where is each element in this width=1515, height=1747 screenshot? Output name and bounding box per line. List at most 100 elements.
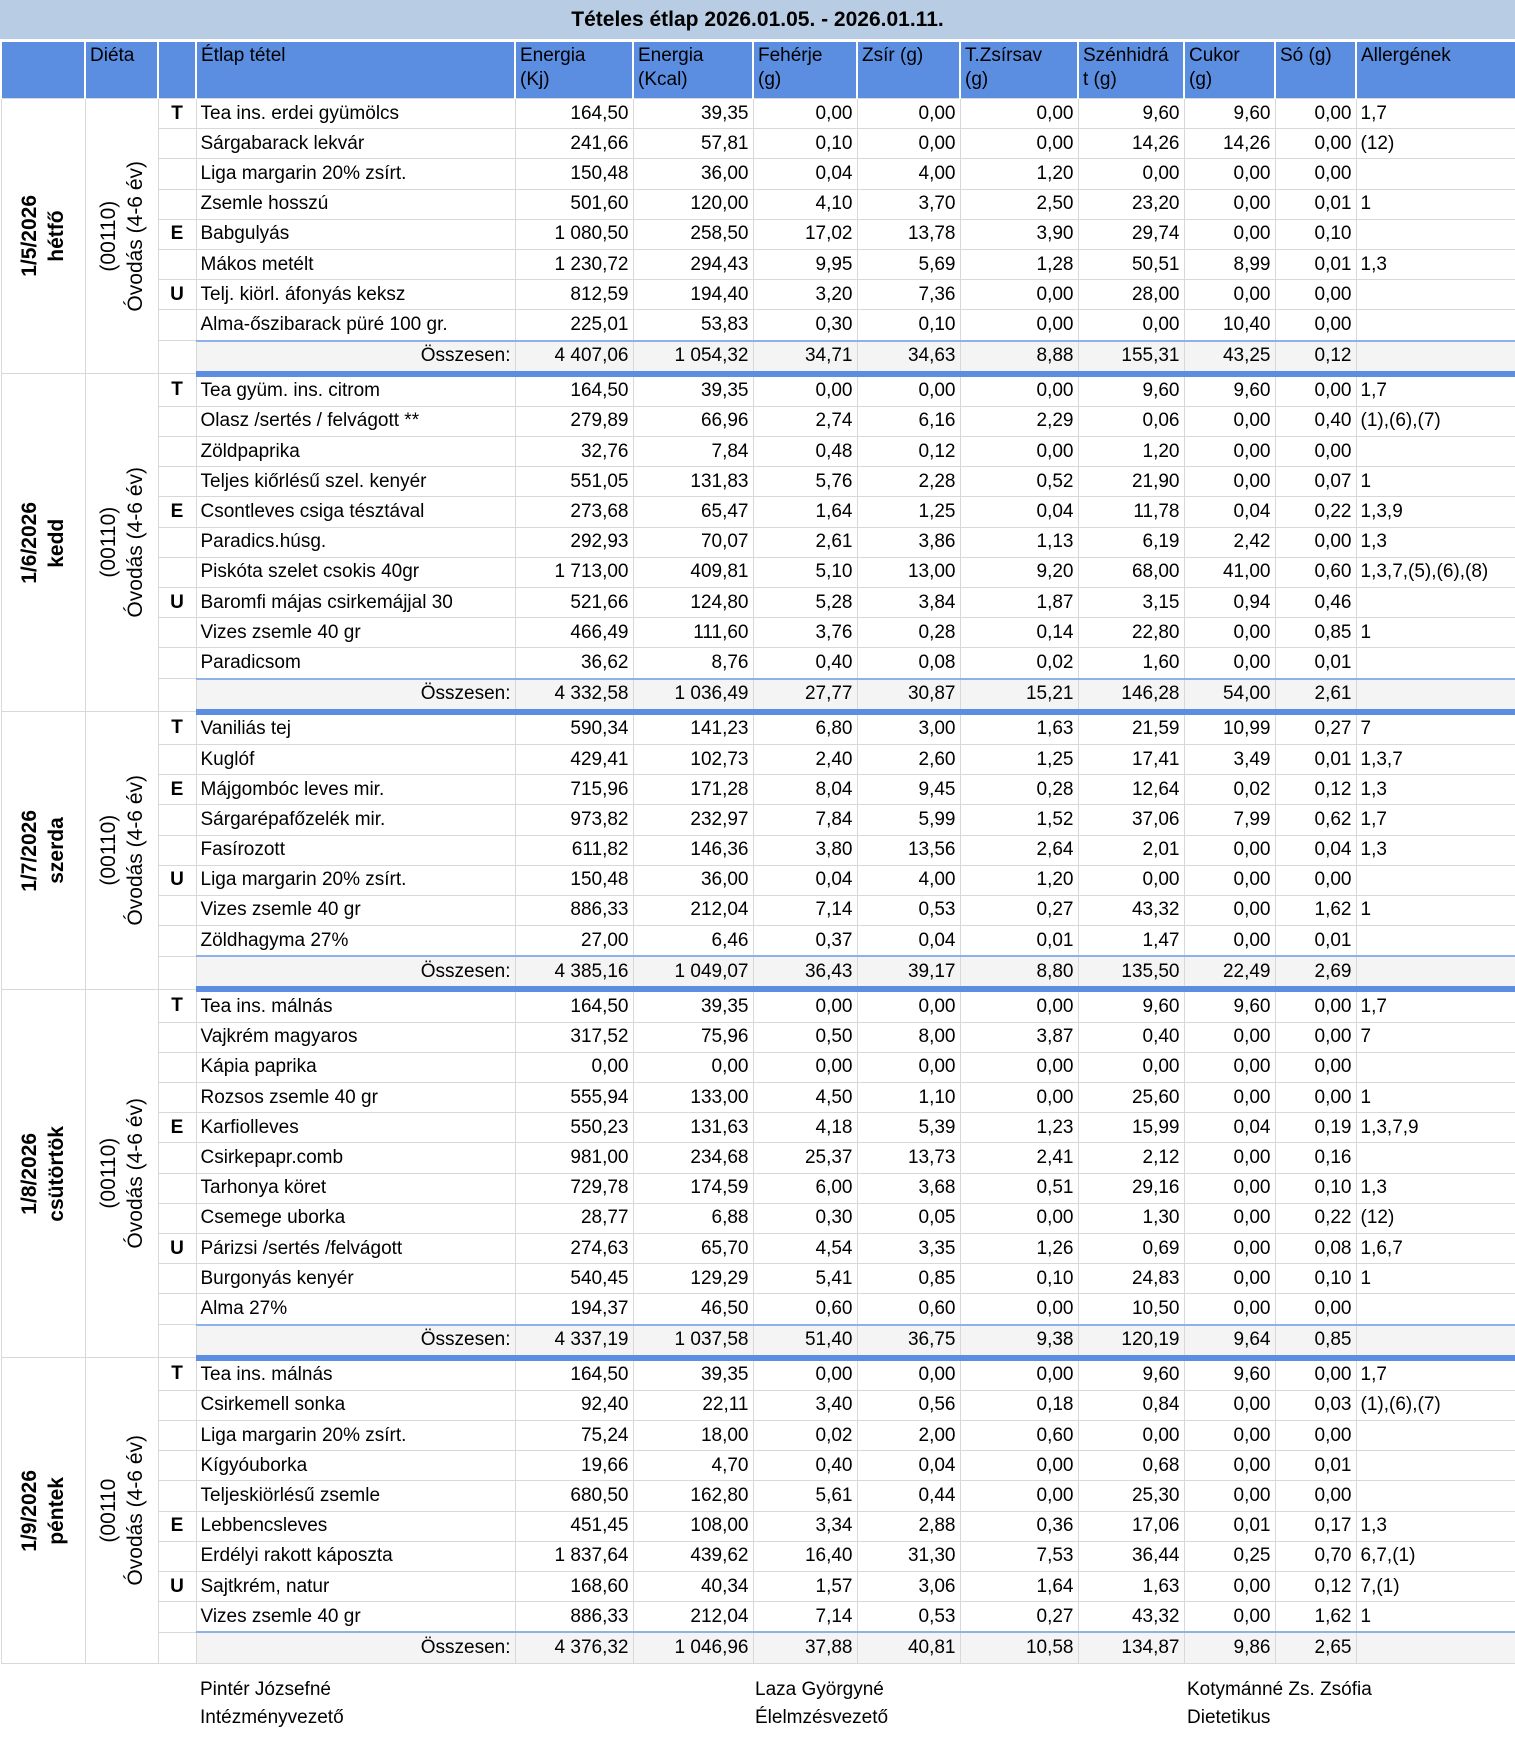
dish-name: Tea ins. málnás bbox=[195, 1354, 516, 1391]
nutrient-value: 5,69 bbox=[856, 248, 961, 281]
item-row: Csirkemell sonka 92,40 22,11 3,40 0,56 0,18 0,… bbox=[1, 1389, 1515, 1422]
nutrient-value: 0,10 bbox=[1274, 218, 1357, 250]
nutrient-value: 36,00 bbox=[632, 158, 754, 190]
allergens: 1 bbox=[1355, 617, 1515, 649]
nutrient-value: 27,00 bbox=[514, 925, 634, 957]
nutrient-value: 150,48 bbox=[514, 864, 634, 896]
nutrient-value: 9,60 bbox=[1183, 986, 1276, 1023]
meal-code bbox=[157, 466, 196, 498]
nutrient-value: 0,00 bbox=[752, 97, 858, 130]
nutrient-value: 4,70 bbox=[632, 1450, 754, 1482]
item-row: E Lebbencsleves 451,45 108,00 3,34 2,88 0,36 17… bbox=[1, 1510, 1515, 1542]
nutrient-value: 7,53 bbox=[959, 1540, 1079, 1573]
nutrient-value: 0,00 bbox=[1274, 158, 1357, 190]
nutrient-value: 0,40 bbox=[1274, 405, 1357, 438]
item-row: 1/6/2026 kedd (00110) Óvodás (4-6 év) T Tea g… bbox=[0, 370, 1515, 713]
dish-name: Zöldhagyma 27% bbox=[195, 925, 516, 957]
nutrient-value: 0,01 bbox=[1274, 925, 1357, 957]
total-value: 30,87 bbox=[856, 677, 961, 713]
total-row: Összesen: 4 376,32 1 046,96 37,88 40,81 10,58… bbox=[1, 1631, 1515, 1664]
nutrient-value: 611,82 bbox=[514, 834, 634, 866]
diet-text: Óvodás (4-6 év) bbox=[123, 1098, 147, 1249]
nutrient-value: 36,00 bbox=[632, 864, 754, 896]
nutrient-value: 0,04 bbox=[1183, 1112, 1276, 1144]
nutrient-value: 36,44 bbox=[1077, 1540, 1185, 1573]
header-cell: Fehérje (g) bbox=[752, 42, 857, 99]
nutrient-value: 9,95 bbox=[752, 248, 858, 281]
header-cell: Energia (Kj) bbox=[514, 42, 633, 99]
dish-name: Kígyóuborka bbox=[195, 1450, 516, 1482]
diet-text: (00110) bbox=[96, 200, 120, 272]
total-value: 4 332,58 bbox=[514, 677, 634, 713]
nutrient-value: 6,00 bbox=[752, 1172, 858, 1204]
allergens: (12) bbox=[1355, 1202, 1515, 1234]
nutrient-value: 102,73 bbox=[632, 743, 754, 776]
meal-code: T bbox=[157, 1357, 196, 1391]
nutrient-value: 0,85 bbox=[856, 1263, 961, 1295]
day-date: 1/6/2026 bbox=[18, 501, 41, 584]
nutrient-value: 294,43 bbox=[632, 248, 754, 281]
nutrient-value: 0,00 bbox=[959, 1450, 1079, 1482]
item-row: U Liga margarin 20% zsírt. 150,48 36,00 0,04… bbox=[1, 864, 1515, 896]
nutrient-value: 0,00 bbox=[1274, 1051, 1357, 1084]
nutrient-value: 0,00 bbox=[752, 1051, 858, 1084]
nutrient-value: 3,40 bbox=[752, 1389, 858, 1422]
nutrient-value: 2,61 bbox=[752, 526, 858, 558]
nutrient-value: 0,00 bbox=[1183, 1051, 1276, 1084]
nutrient-value: 4,50 bbox=[752, 1081, 858, 1114]
day-date: 1/8/2026 bbox=[18, 1132, 41, 1215]
nutrient-value: 0,00 bbox=[959, 986, 1079, 1023]
dish-name: Teljes kiőrlésű szel. kenyér bbox=[195, 466, 516, 498]
nutrient-value: 3,84 bbox=[856, 586, 961, 619]
nutrient-value: 1,64 bbox=[752, 496, 858, 528]
nutrient-value: 9,60 bbox=[1183, 1354, 1276, 1391]
nutrient-value: 0,00 bbox=[1077, 864, 1185, 896]
nutrient-value: 1,25 bbox=[856, 496, 961, 528]
header-cell bbox=[0, 42, 85, 99]
nutrient-value: 50,51 bbox=[1077, 248, 1185, 281]
nutrient-value: 0,12 bbox=[856, 436, 961, 468]
nutrient-value: 13,56 bbox=[856, 834, 961, 866]
nutrient-value: 551,05 bbox=[514, 466, 634, 498]
nutrient-value: 0,94 bbox=[1183, 586, 1276, 619]
dish-name: Fasírozott bbox=[195, 834, 516, 866]
nutrient-value: 43,32 bbox=[1077, 894, 1185, 927]
header-text: Fehérje bbox=[758, 45, 823, 66]
nutrient-value: 22,11 bbox=[632, 1389, 754, 1422]
nutrient-value: 1,64 bbox=[959, 1570, 1079, 1603]
dish-name: Liga margarin 20% zsírt. bbox=[195, 864, 516, 896]
nutrient-value: 13,00 bbox=[856, 556, 961, 589]
allergens bbox=[1355, 1051, 1515, 1084]
dish-name: Sárgabarack lekvár bbox=[195, 128, 516, 160]
allergens bbox=[1355, 864, 1515, 896]
item-row: Alma 27% 194,37 46,50 0,60 0,60 0,00 10,50 0,00… bbox=[1, 1293, 1515, 1325]
dish-name: Csontleves csiga tésztával bbox=[195, 496, 516, 528]
nutrient-value: 0,00 bbox=[1183, 1480, 1276, 1512]
total-label: Összesen: bbox=[195, 339, 516, 375]
item-row: Teljes kiőrlésű szel. kenyér 551,05 131,83… bbox=[1, 466, 1515, 498]
nutrient-value: 5,28 bbox=[752, 586, 858, 619]
nutrient-value: 0,19 bbox=[1274, 1112, 1357, 1144]
nutrient-value: 3,70 bbox=[856, 188, 961, 220]
meal-code bbox=[157, 339, 196, 375]
nutrient-value: 0,37 bbox=[752, 925, 858, 957]
nutrient-value: 429,41 bbox=[514, 743, 634, 776]
total-value: 34,71 bbox=[752, 339, 858, 375]
meal-code bbox=[157, 804, 196, 836]
nutrient-value: 0,00 bbox=[1183, 1172, 1276, 1204]
nutrient-value: 0,18 bbox=[959, 1389, 1079, 1422]
day-cell: 1/7/2026 szerda bbox=[0, 711, 86, 990]
meal-code bbox=[157, 1420, 196, 1452]
total-row: Összesen: 4 407,06 1 054,32 34,71 34,63 8,88 1… bbox=[1, 339, 1515, 375]
dish-name: Vizes zsemle 40 gr bbox=[195, 1601, 516, 1633]
nutrient-value: 0,08 bbox=[856, 647, 961, 680]
nutrient-value: 0,17 bbox=[1274, 1510, 1357, 1542]
nutrient-value: 3,90 bbox=[959, 218, 1079, 250]
total-value: 0,85 bbox=[1274, 1323, 1357, 1359]
allergens bbox=[1355, 1450, 1515, 1482]
nutrient-value: 2,74 bbox=[752, 405, 858, 438]
allergens bbox=[1355, 309, 1515, 341]
item-row: Zöldpaprika 32,76 7,84 0,48 0,12 0,00 1,20 0,00… bbox=[1, 436, 1515, 468]
nutrient-value: 194,37 bbox=[514, 1293, 634, 1325]
nutrient-value: 0,12 bbox=[1274, 774, 1357, 806]
